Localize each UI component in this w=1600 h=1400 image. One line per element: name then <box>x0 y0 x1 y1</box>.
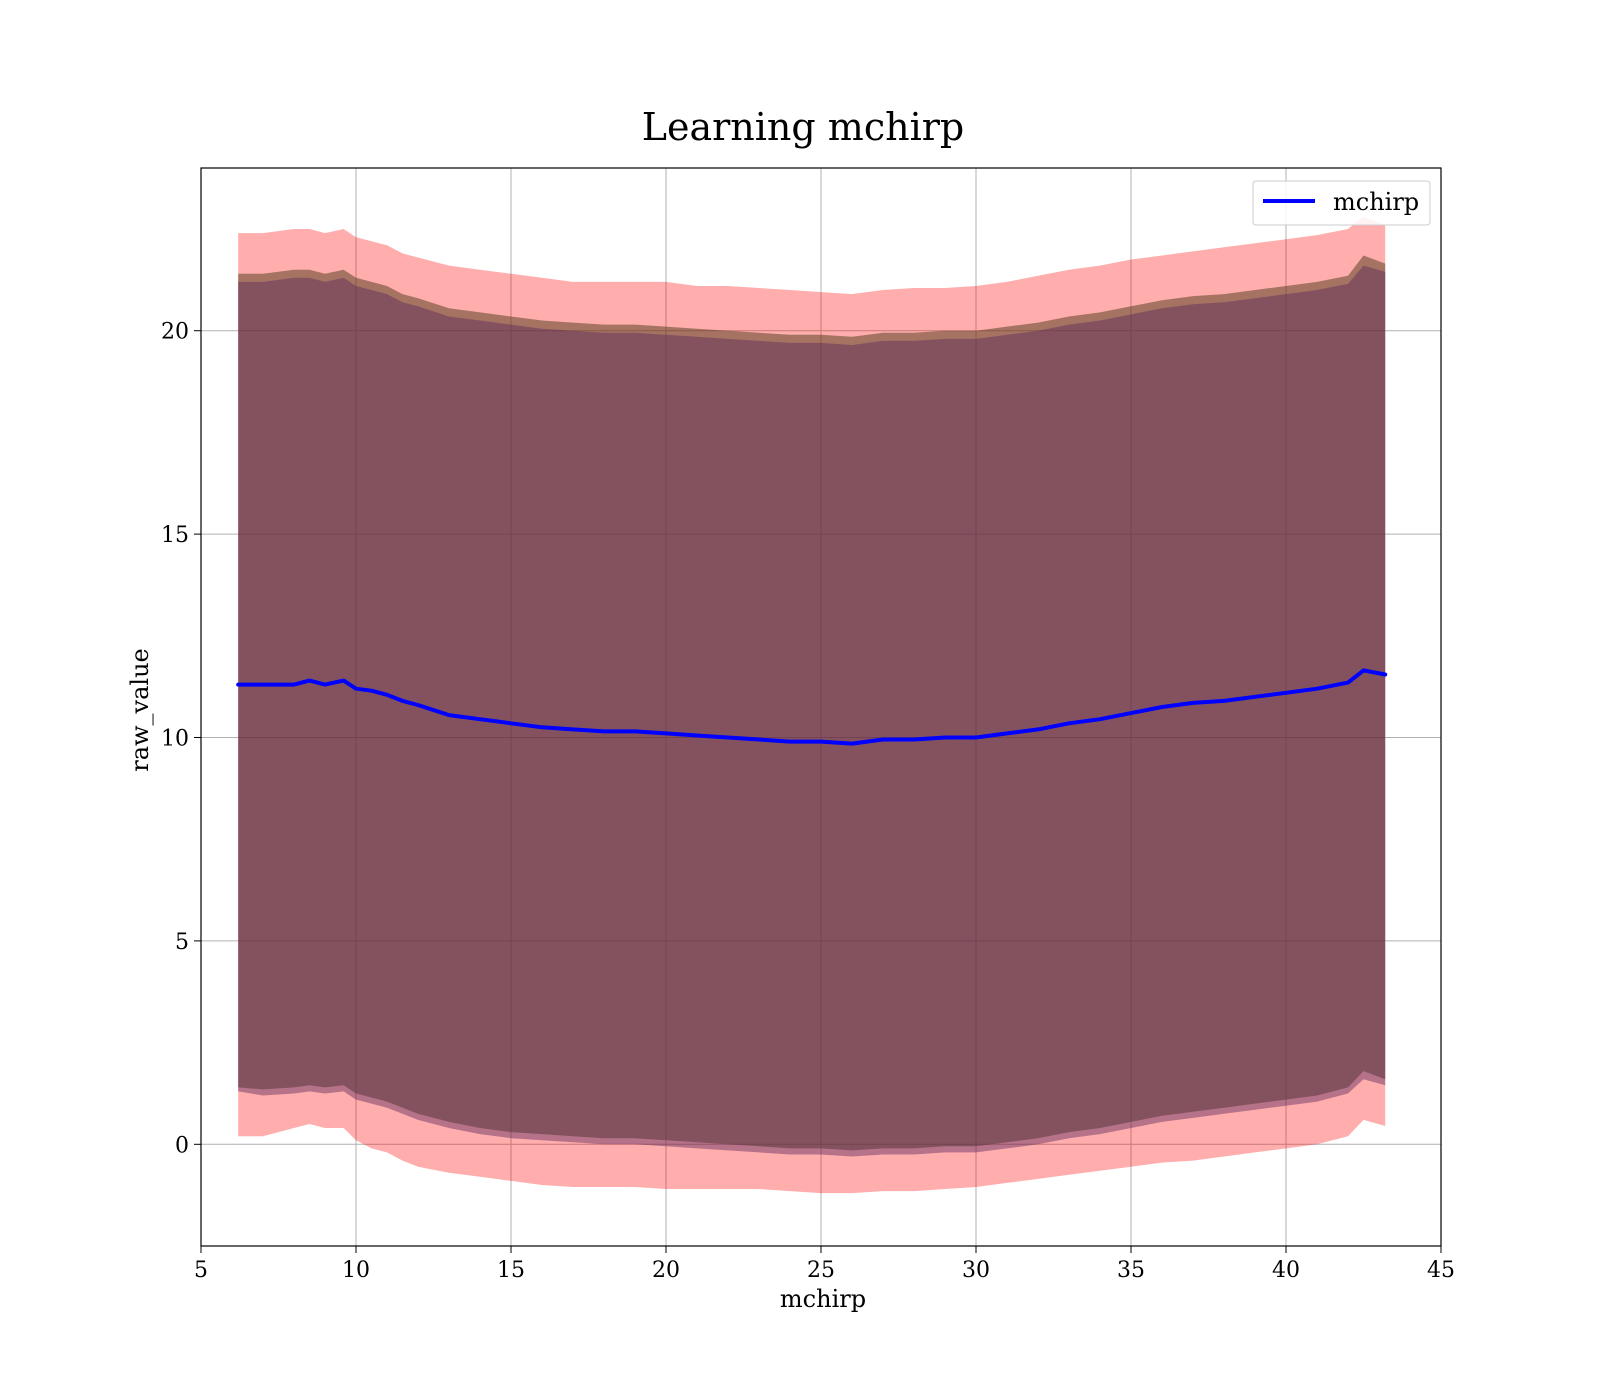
confidence-band-2 <box>238 255 1386 1151</box>
series-lines <box>236 668 1388 746</box>
y-tick-label: 20 <box>161 320 189 345</box>
x-tick-label: 40 <box>1272 1258 1300 1283</box>
bands <box>238 216 1386 1194</box>
y-tick-label: 0 <box>175 1133 189 1158</box>
x-tick-label: 25 <box>807 1258 835 1283</box>
y-tick-label: 5 <box>175 930 189 955</box>
x-tick-label: 5 <box>194 1258 208 1283</box>
x-tick-label: 45 <box>1427 1258 1455 1283</box>
y-tick-label: 10 <box>161 727 189 752</box>
confidence-band-3 <box>238 265 1386 1157</box>
x-tick-label: 20 <box>652 1258 680 1283</box>
y-axis-label: raw_value <box>126 648 154 772</box>
legend-label: mchirp <box>1333 188 1419 216</box>
x-tick-label: 30 <box>962 1258 990 1283</box>
y-tick-label: 15 <box>161 523 189 548</box>
chart-title: Learning mchirp <box>642 105 964 149</box>
x-axis-label: mchirp <box>780 1285 866 1313</box>
legend: mchirp <box>1252 180 1431 226</box>
legend-box <box>1252 180 1431 226</box>
ticks: 5 10 15 20 25 30 35 40 45 0 5 10 15 20 <box>161 320 1455 1283</box>
x-tick-label: 35 <box>1117 1258 1145 1283</box>
x-tick-label: 10 <box>342 1258 370 1283</box>
series-line-mchirp <box>236 668 1388 746</box>
x-tick-label: 15 <box>497 1258 525 1283</box>
